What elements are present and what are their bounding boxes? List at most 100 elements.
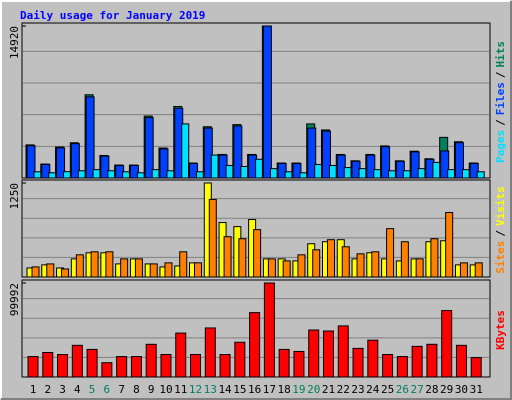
legend: Sites / Visits <box>494 186 507 274</box>
bar <box>130 356 142 378</box>
x-tick-label: 13 <box>204 383 217 396</box>
bar <box>107 170 116 179</box>
bar <box>249 312 261 378</box>
bar <box>454 142 464 179</box>
bar <box>179 251 188 278</box>
bar <box>208 198 217 278</box>
x-tick-label: 16 <box>248 383 261 396</box>
bar <box>136 172 145 179</box>
bar <box>33 171 42 179</box>
bar <box>122 171 131 179</box>
x-tick-label: 31 <box>470 383 483 396</box>
y-tick-label: 14920 <box>8 26 21 59</box>
bar <box>238 238 247 278</box>
bar <box>415 258 424 278</box>
bar <box>194 262 203 278</box>
bar <box>440 150 450 179</box>
x-tick-label: 29 <box>440 383 453 396</box>
legend-entry: Visits <box>494 186 507 226</box>
bar <box>297 254 306 278</box>
x-tick-label: 24 <box>366 383 380 396</box>
bar <box>459 262 468 278</box>
bar <box>31 266 40 278</box>
bar <box>204 327 216 378</box>
x-tick-label: 14 <box>218 383 232 396</box>
bar <box>255 158 264 179</box>
bar <box>426 343 438 378</box>
bar <box>410 151 420 179</box>
bar <box>411 345 423 378</box>
bar <box>129 164 139 179</box>
x-tick-label: 27 <box>411 383 424 396</box>
legend: KBytes <box>494 310 507 350</box>
x-tick-label: 6 <box>104 383 111 396</box>
bar <box>341 246 350 278</box>
bar <box>307 127 317 179</box>
x-tick-label: 7 <box>118 383 125 396</box>
bar <box>92 169 101 179</box>
bar <box>371 251 380 278</box>
bar <box>164 262 173 278</box>
bar <box>292 162 302 179</box>
x-tick-label: 22 <box>337 383 350 396</box>
bar <box>328 164 337 179</box>
bar <box>396 356 408 378</box>
x-tick-label: 20 <box>307 383 320 396</box>
bar <box>395 160 405 179</box>
bar <box>282 260 291 278</box>
bar <box>269 168 278 179</box>
bar <box>190 354 202 378</box>
bar <box>356 253 365 278</box>
x-tick-label: 9 <box>148 383 155 396</box>
bar <box>144 117 154 179</box>
legend-entry: Files <box>494 82 507 115</box>
bar <box>343 167 352 179</box>
legend-entry: Sites <box>494 241 507 274</box>
bar <box>321 130 331 179</box>
chart-title: Daily usage for January 2019 <box>20 9 205 22</box>
bar <box>262 25 272 179</box>
bar <box>284 171 293 179</box>
bar <box>166 170 175 179</box>
bar <box>100 155 110 179</box>
bar <box>278 348 290 378</box>
x-tick-label: 26 <box>396 383 409 396</box>
bar <box>26 145 36 179</box>
bar <box>225 164 234 179</box>
x-tick-label: 30 <box>455 383 468 396</box>
bar <box>48 172 57 179</box>
x-tick-label: 3 <box>59 383 66 396</box>
bar <box>105 251 114 278</box>
bar <box>175 332 187 378</box>
bar <box>461 169 470 179</box>
x-tick-label: 21 <box>322 383 335 396</box>
bar <box>116 356 128 378</box>
bar <box>134 258 143 278</box>
legend-entry: Hits <box>494 41 507 68</box>
bar <box>77 170 86 179</box>
bar <box>61 268 70 278</box>
bar <box>263 282 275 378</box>
bar <box>417 168 426 179</box>
bar <box>46 263 55 278</box>
bar <box>189 162 199 179</box>
bar <box>322 330 334 378</box>
y-tick-label: 1250 <box>8 183 21 210</box>
bar <box>234 341 246 378</box>
bar <box>445 211 454 278</box>
bar <box>381 146 391 179</box>
bar <box>233 125 243 179</box>
legend-separator: / <box>494 71 507 78</box>
bar <box>469 162 479 179</box>
legend-entry: Pages <box>494 130 507 163</box>
bar <box>402 170 411 179</box>
bar <box>203 127 213 179</box>
x-tick-label: 5 <box>89 383 96 396</box>
bar <box>337 325 349 378</box>
legend-separator: / <box>494 119 507 126</box>
bar <box>447 169 456 179</box>
bar <box>210 154 219 179</box>
